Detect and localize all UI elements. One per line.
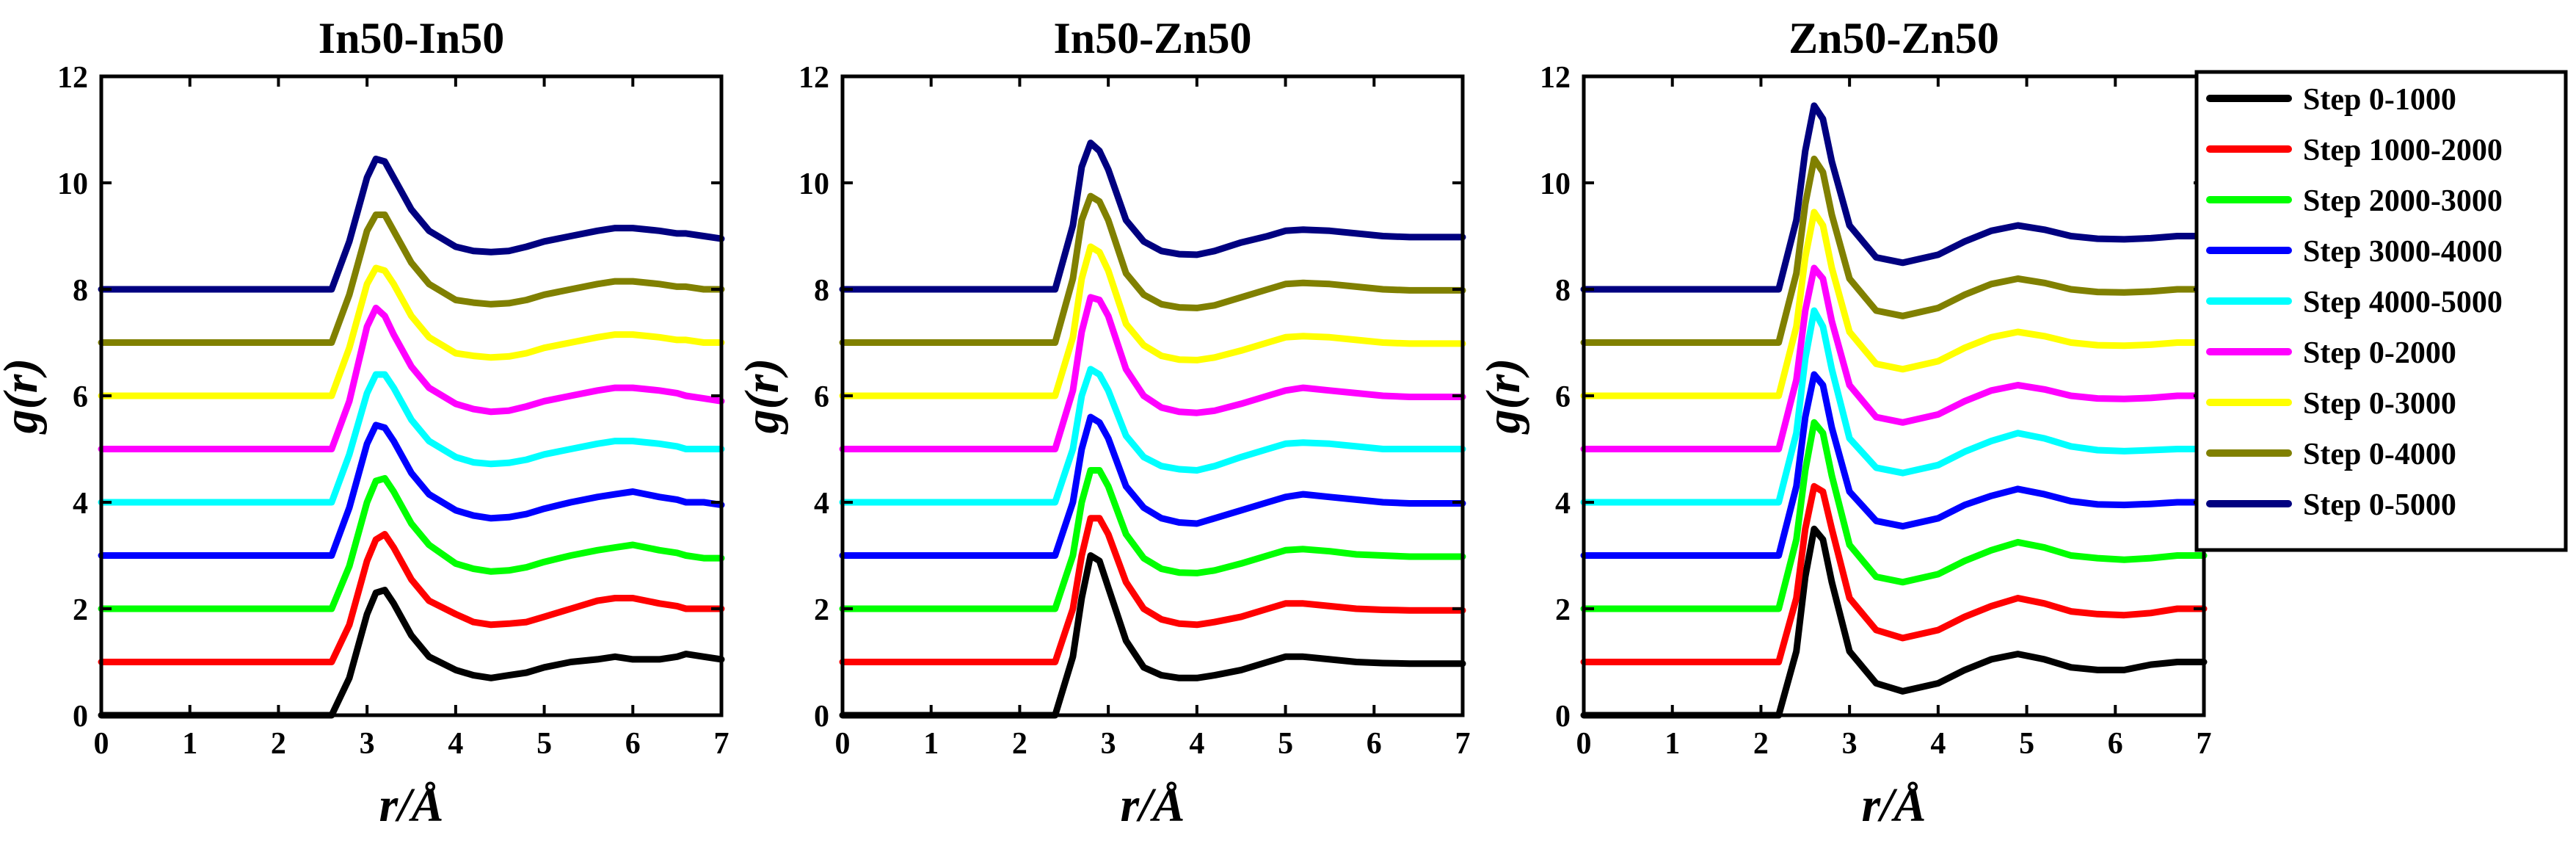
y-tick-label: 4 [1555,487,1571,521]
x-tick-label: 6 [2108,727,2123,761]
y-tick-label: 8 [73,274,88,308]
x-tick-label: 6 [625,727,641,761]
series-line-3 [1580,419,2208,612]
series-line-1 [98,587,725,719]
series-line-3 [98,474,725,612]
series-line-7 [839,243,1466,399]
legend-label: Step 1000-2000 [2303,134,2503,167]
x-tick-label: 2 [1012,727,1027,761]
y-tick-label: 0 [73,700,88,734]
legend-label: Step 0-4000 [2303,438,2456,471]
series-line-4 [1580,371,2208,559]
y-tick-label: 2 [73,593,88,627]
chart-title: In50-Zn50 [1053,14,1251,62]
y-tick-label: 2 [814,593,829,627]
y-tick-label: 12 [1540,61,1571,95]
x-tick-label: 7 [714,727,729,761]
x-tick-label: 4 [1930,727,1946,761]
y-tick-label: 10 [57,167,88,201]
legend-label: Step 4000-5000 [2303,286,2503,319]
y-tick-label: 6 [73,380,88,414]
series-line-6 [98,304,725,452]
series-line-4 [98,422,725,559]
x-tick-label: 5 [1278,727,1293,761]
x-tick-label: 5 [2019,727,2034,761]
x-tick-label: 3 [1842,727,1858,761]
series-line-5 [839,366,1466,506]
chart-title: Zn50-Zn50 [1789,14,1999,62]
legend: Step 0-1000 Step 1000-2000 Step 2000-3000 S… [2194,70,2568,552]
y-tick-label: 6 [1555,380,1571,414]
x-tick-label: 4 [448,727,463,761]
legend-label: Step 0-1000 [2303,83,2456,117]
series-line-7 [1580,209,2208,399]
x-tick-label: 0 [1576,727,1592,761]
x-axis-label: r/Å [1120,778,1185,832]
x-axis-label: r/Å [379,778,443,832]
legend-label: Step 2000-3000 [2303,184,2503,218]
y-axis-label: g(r) [1477,358,1530,435]
series-line-2 [839,515,1466,665]
legend-label: Step 3000-4000 [2303,235,2503,269]
y-tick-label: 0 [814,700,829,734]
y-tick-label: 2 [1555,593,1571,627]
legend-label: Step 0-2000 [2303,336,2456,370]
series-line-6 [839,294,1466,452]
x-tick-label: 7 [2197,727,2212,761]
y-tick-label: 12 [57,61,88,95]
y-tick-label: 8 [1555,274,1571,308]
y-tick-label: 6 [814,380,829,414]
y-tick-label: 4 [73,487,88,521]
series-line-5 [1580,307,2208,506]
series-line-3 [839,467,1466,612]
y-tick-label: 12 [798,61,829,95]
y-axis-label: g(r) [735,358,789,435]
y-tick-label: 4 [814,487,829,521]
x-tick-label: 3 [360,727,375,761]
y-tick-label: 8 [814,274,829,308]
series-line-5 [98,371,725,506]
y-axis-label: g(r) [0,358,48,435]
x-tick-label: 3 [1101,727,1116,761]
x-tick-label: 4 [1189,727,1204,761]
series-line-8 [1580,155,2208,346]
series-line-1 [1580,525,2208,719]
x-tick-label: 0 [835,727,851,761]
series-line-2 [1580,482,2208,665]
y-tick-label: 0 [1555,700,1571,734]
series-line-1 [839,552,1466,719]
series-line-9 [839,140,1466,293]
x-tick-label: 2 [1753,727,1769,761]
series-line-8 [839,192,1466,346]
x-tick-label: 1 [1664,727,1680,761]
chart-title: In50-In50 [319,14,504,62]
x-tick-label: 1 [923,727,939,761]
x-tick-label: 0 [94,727,109,761]
series-line-9 [98,155,725,293]
series-line-8 [98,211,725,346]
series-line-2 [98,531,725,665]
legend-label: Step 0-3000 [2303,387,2456,421]
x-tick-label: 6 [1367,727,1382,761]
x-tick-label: 1 [182,727,197,761]
x-tick-label: 2 [271,727,286,761]
x-tick-label: 5 [536,727,552,761]
x-tick-label: 7 [1455,727,1471,761]
y-tick-label: 10 [1540,167,1571,201]
y-tick-label: 10 [798,167,829,201]
legend-label: Step 0-5000 [2303,488,2456,522]
x-axis-label: r/Å [1861,778,1926,832]
series-line-4 [839,413,1466,559]
series-line-6 [1580,264,2208,452]
series-line-7 [98,264,725,399]
series-line-9 [1580,102,2208,293]
